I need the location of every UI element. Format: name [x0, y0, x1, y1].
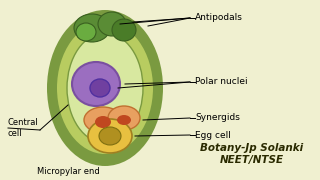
- Ellipse shape: [99, 127, 121, 145]
- Text: Botany-Jp Solanki: Botany-Jp Solanki: [200, 143, 304, 153]
- Text: Egg cell: Egg cell: [195, 130, 231, 140]
- Ellipse shape: [95, 116, 111, 128]
- Ellipse shape: [84, 107, 122, 133]
- Ellipse shape: [74, 14, 110, 42]
- Ellipse shape: [67, 33, 143, 143]
- Text: Micropylar end: Micropylar end: [36, 168, 100, 177]
- Ellipse shape: [47, 10, 163, 166]
- Ellipse shape: [108, 106, 140, 130]
- Ellipse shape: [76, 23, 96, 41]
- Ellipse shape: [90, 79, 110, 97]
- Text: NEET/NTSE: NEET/NTSE: [220, 155, 284, 165]
- Text: Antipodals: Antipodals: [195, 14, 243, 22]
- Ellipse shape: [72, 62, 120, 106]
- Text: Central
cell: Central cell: [8, 118, 39, 138]
- Ellipse shape: [98, 12, 126, 36]
- Text: Polar nuclei: Polar nuclei: [195, 78, 248, 87]
- Ellipse shape: [57, 22, 153, 154]
- Ellipse shape: [88, 119, 132, 153]
- Ellipse shape: [112, 19, 136, 41]
- Ellipse shape: [117, 115, 131, 125]
- Text: Synergids: Synergids: [195, 114, 240, 123]
